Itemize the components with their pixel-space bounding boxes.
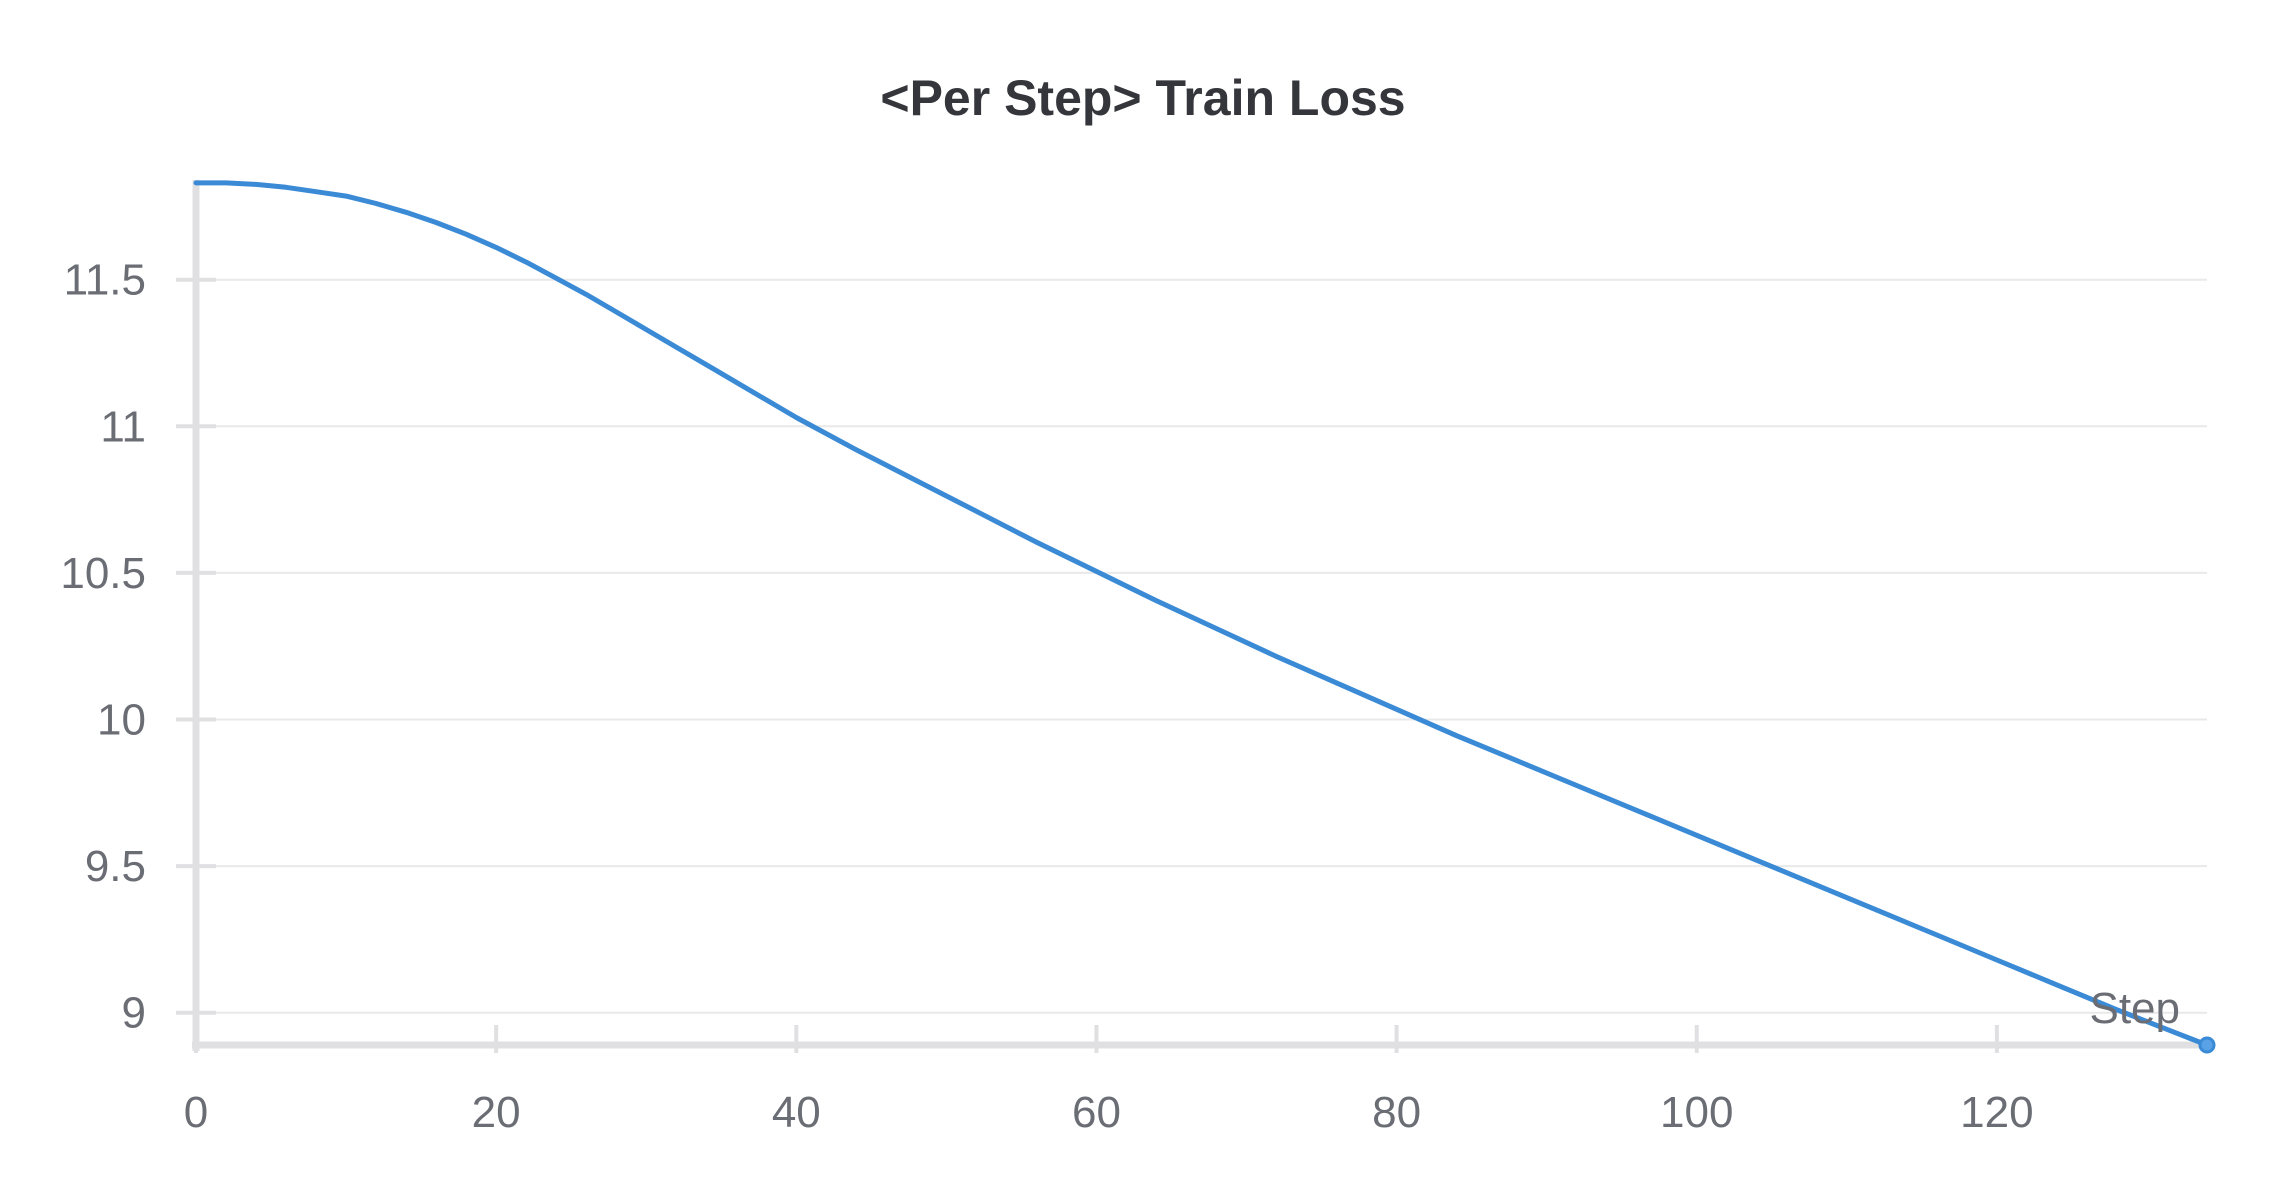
y-tick-label: 10.5: [60, 549, 146, 598]
axes: [176, 180, 2207, 1053]
y-tick-label: 9: [122, 989, 146, 1038]
x-tick-label: 20: [472, 1088, 521, 1137]
y-tick-label: 11: [100, 402, 146, 451]
series-line: [193, 180, 2210, 1048]
chart-title: <Per Step> Train Loss: [880, 70, 1405, 126]
x-axis-label: Step: [2089, 984, 2180, 1033]
x-tick-label: 60: [1072, 1088, 1121, 1137]
y-tick-label: 9.5: [85, 842, 146, 891]
series-layer: [193, 180, 2216, 1054]
x-tick-label: 40: [772, 1088, 821, 1137]
grid-lines: [196, 278, 2207, 1014]
x-tick-label: 0: [184, 1088, 208, 1137]
x-tick-label: 80: [1372, 1088, 1421, 1137]
y-tick-label: 10: [97, 696, 146, 745]
y-tick-label: 11.5: [64, 256, 146, 305]
series-end-point: [2198, 1036, 2216, 1054]
x-tick-label: 120: [1960, 1088, 2033, 1137]
tick-labels: 9 9.5 10 10.5 11 11.5 0 20 40 60 80 100 120: [60, 256, 2033, 1137]
x-tick-label: 100: [1660, 1088, 1733, 1137]
